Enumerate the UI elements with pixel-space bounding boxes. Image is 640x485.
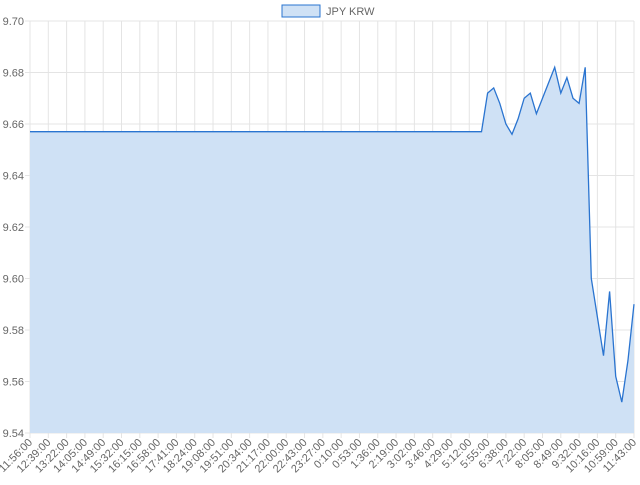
legend-label: JPY KRW [326, 6, 375, 18]
legend-swatch [281, 4, 321, 18]
y-tick-label: 9.68 [3, 68, 24, 80]
y-tick-label: 9.64 [3, 171, 24, 183]
y-tick-label: 9.58 [3, 325, 24, 337]
y-tick-label: 9.56 [3, 377, 24, 389]
line [30, 65, 635, 403]
y-tick-label: 9.60 [3, 274, 24, 286]
y-tick-label: 9.66 [3, 119, 24, 131]
y-tick-label: 9.62 [3, 222, 24, 234]
y-tick-label: 9.70 [3, 16, 24, 28]
y-tick-label: 9.54 [3, 428, 24, 440]
area [30, 67, 634, 434]
